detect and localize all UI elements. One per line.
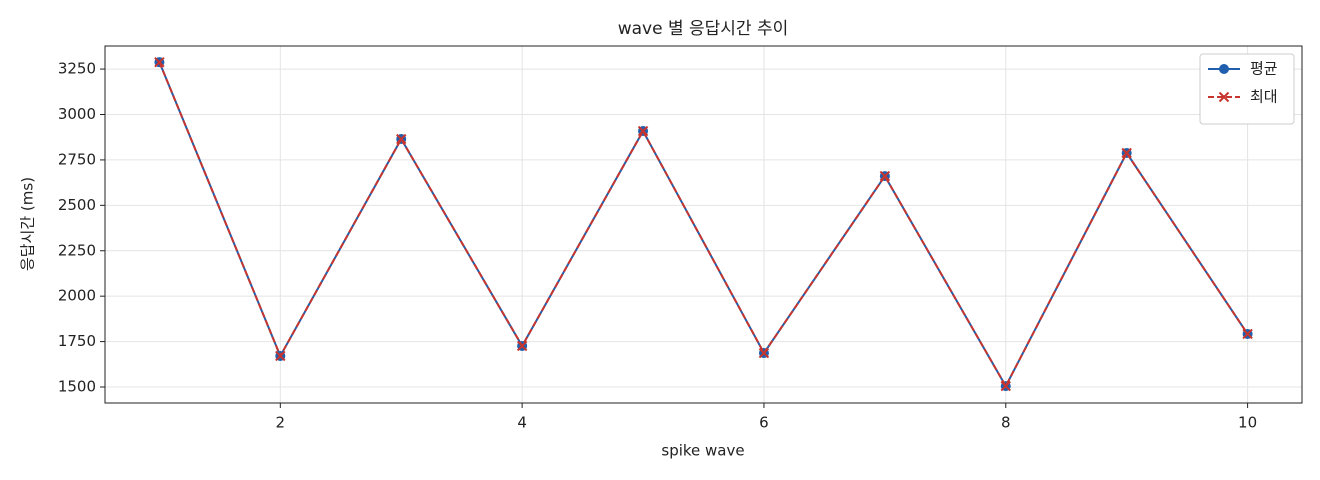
y-tick-label: 1750	[58, 332, 96, 350]
x-tick-label: 2	[276, 414, 286, 432]
y-tick-label: 3250	[58, 60, 96, 78]
y-tick-label: 1500	[58, 378, 96, 396]
marker	[758, 347, 770, 359]
marker	[1000, 380, 1011, 392]
legend-label: 최대	[1250, 88, 1278, 106]
marker	[1242, 328, 1253, 340]
series-line	[158, 61, 1249, 389]
marker	[154, 56, 165, 68]
legend-marker	[1218, 91, 1230, 103]
marker	[1121, 147, 1132, 159]
y-tick-label: 2500	[58, 196, 96, 214]
marker	[879, 170, 891, 182]
marker	[275, 350, 286, 362]
x-tick-label: 8	[1001, 414, 1011, 432]
chart-title: wave 별 응답시간 추이	[618, 19, 789, 39]
marker	[516, 340, 528, 352]
y-tick-label: 2750	[58, 150, 96, 168]
marker	[396, 133, 407, 145]
x-tick-label: 6	[759, 414, 769, 432]
x-tick-label: 10	[1238, 414, 1257, 432]
y-tick-label: 2000	[58, 287, 96, 305]
legend-marker	[1219, 64, 1229, 74]
legend-label: 평균	[1250, 60, 1278, 78]
x-axis-label: spike wave	[661, 442, 744, 460]
legend-box	[1199, 53, 1295, 125]
x-tick-label: 4	[517, 414, 527, 432]
y-tick-label: 3000	[58, 105, 96, 123]
y-axis-label: 응답시간 (ms)	[19, 177, 37, 271]
plot-frame	[104, 45, 1303, 404]
marker	[637, 125, 649, 137]
series-line	[158, 61, 1249, 389]
y-tick-label: 2250	[58, 241, 96, 259]
